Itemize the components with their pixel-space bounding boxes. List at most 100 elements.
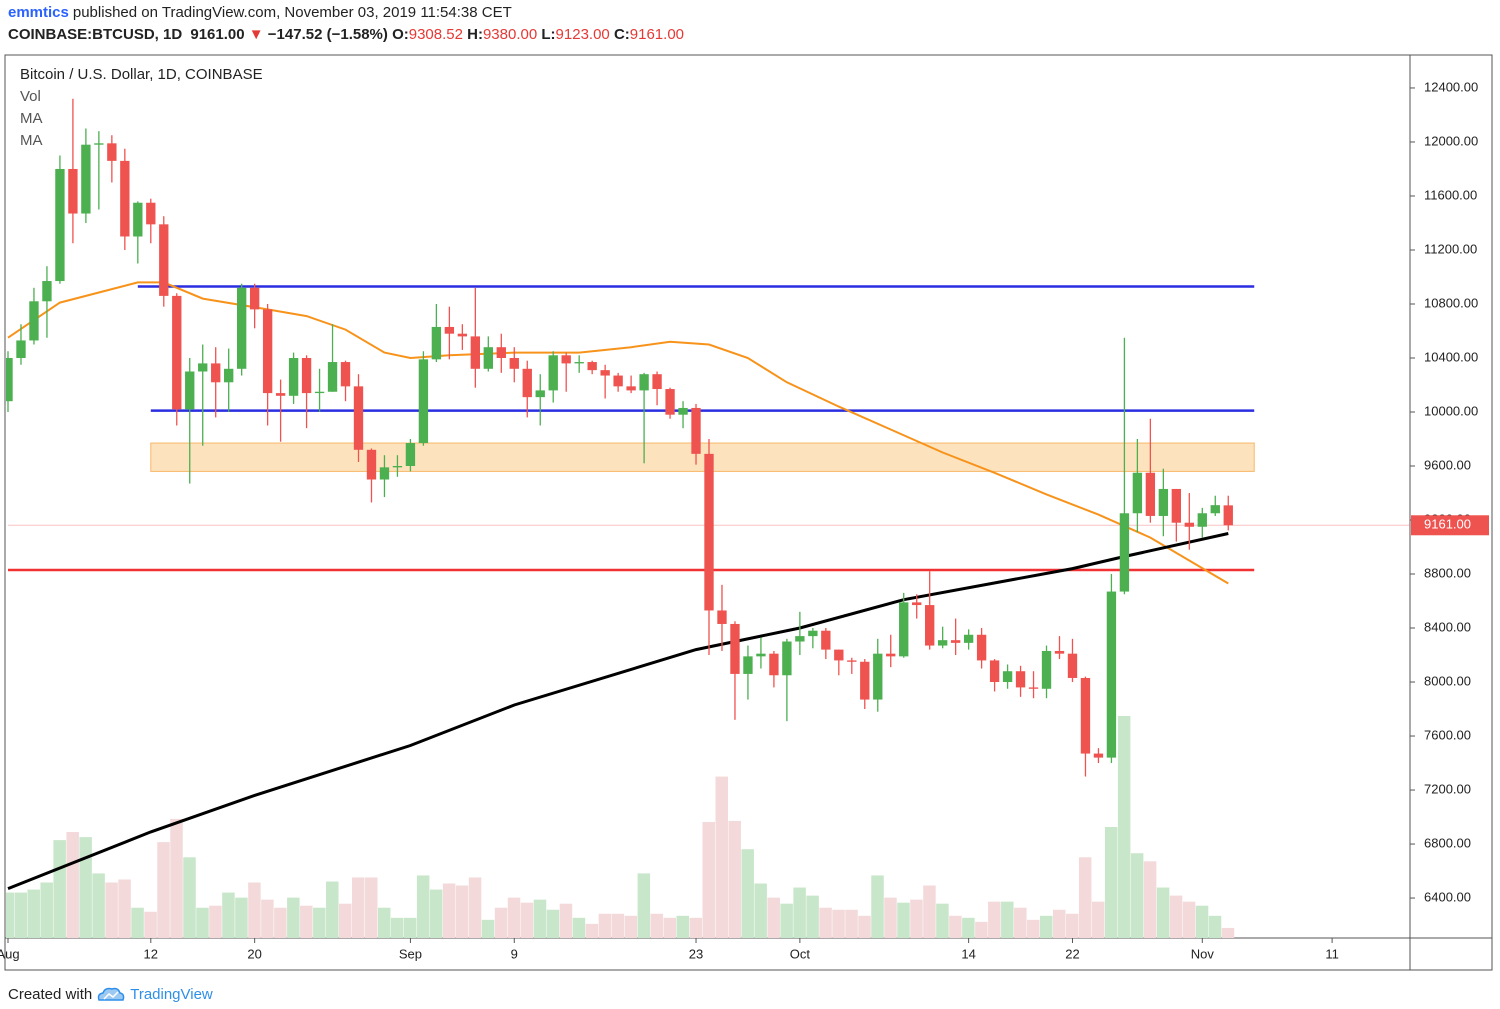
candle-body bbox=[613, 375, 623, 387]
volume-bar bbox=[183, 857, 196, 938]
volume-bar bbox=[780, 903, 793, 938]
volume-bar bbox=[572, 917, 586, 938]
candle-body bbox=[548, 355, 558, 391]
h-value: 9380.00 bbox=[482, 26, 538, 43]
candle-body bbox=[470, 336, 481, 369]
candle-body bbox=[808, 630, 818, 637]
arrow: ▼ bbox=[248, 26, 264, 43]
chart-title: Bitcoin / U.S. Dollar, 1D, COINBASE bbox=[20, 66, 263, 83]
candle-body bbox=[68, 168, 78, 214]
volume-bar bbox=[235, 897, 248, 938]
volume-bar bbox=[533, 899, 547, 938]
x-tick-label: 12 bbox=[144, 946, 158, 961]
volume-bar bbox=[131, 907, 144, 938]
y-tick-label: 11600.00 bbox=[1424, 187, 1477, 202]
volume-bar bbox=[287, 897, 300, 938]
candle-body bbox=[639, 374, 649, 391]
volume-bar bbox=[546, 909, 560, 938]
candle-body bbox=[42, 281, 52, 302]
x-tick-label: Oct bbox=[790, 946, 811, 961]
last-price-box bbox=[1411, 515, 1489, 536]
volume-bar bbox=[364, 877, 378, 938]
volume-bar bbox=[313, 907, 326, 938]
published: published on TradingView.com, November 0… bbox=[72, 4, 512, 21]
volume-bar bbox=[390, 917, 404, 938]
volume-bar bbox=[897, 902, 910, 938]
volume-bar bbox=[741, 849, 754, 938]
volume-bar bbox=[6, 892, 14, 938]
candle-body bbox=[198, 363, 208, 372]
y-tick-label: 9600.00 bbox=[1424, 457, 1471, 472]
volume-bar bbox=[209, 905, 222, 938]
volume-bar bbox=[66, 832, 79, 938]
volume-bar bbox=[1053, 909, 1066, 938]
candle-body bbox=[769, 653, 779, 676]
candle-body bbox=[756, 653, 766, 657]
candle-body bbox=[275, 393, 286, 396]
volume-bar bbox=[715, 776, 728, 938]
volume-bar bbox=[1104, 827, 1118, 938]
volume-bar bbox=[754, 883, 767, 938]
author[interactable]: emmtics bbox=[8, 4, 69, 21]
y-tick-label: 8000.00 bbox=[1424, 673, 1471, 688]
h-label: H: bbox=[467, 26, 483, 43]
x-tick-label: 11 bbox=[1325, 946, 1339, 961]
volume-bar bbox=[884, 897, 897, 938]
volume-bar bbox=[442, 883, 456, 938]
volume-bar bbox=[300, 905, 313, 938]
candle-body bbox=[509, 357, 519, 369]
volume-bar bbox=[92, 873, 105, 938]
candle-body bbox=[249, 287, 260, 310]
volume-bar bbox=[468, 877, 482, 938]
candle-body bbox=[717, 610, 727, 624]
volume-bar bbox=[416, 875, 430, 938]
candle-body bbox=[405, 443, 416, 467]
candle-body bbox=[146, 202, 156, 225]
volume-bar bbox=[1195, 905, 1209, 938]
change: −147.52 (−1.58%) bbox=[267, 26, 388, 43]
candle-body bbox=[976, 634, 987, 661]
o-label: O: bbox=[392, 26, 409, 43]
volume-bar bbox=[481, 919, 495, 938]
candle-body bbox=[16, 340, 26, 358]
candle-body bbox=[301, 357, 312, 394]
volume-bar bbox=[845, 909, 858, 938]
volume-bar bbox=[1130, 853, 1144, 938]
brand[interactable]: TradingView bbox=[130, 985, 213, 1003]
volume-bar bbox=[767, 897, 780, 938]
o-value: 9308.52 bbox=[408, 26, 463, 43]
candle-body bbox=[496, 347, 506, 358]
candle-body bbox=[379, 467, 390, 480]
candle-body bbox=[1054, 650, 1065, 654]
candle-body bbox=[989, 660, 1000, 683]
y-tick-label: 10800.00 bbox=[1424, 295, 1478, 310]
candle-body bbox=[366, 449, 377, 480]
volume-bar bbox=[170, 818, 183, 938]
volume-bar bbox=[326, 881, 339, 938]
volume-bar bbox=[806, 895, 819, 938]
candle-body bbox=[444, 326, 455, 334]
candle-body bbox=[1223, 505, 1233, 526]
y-tick-label: 10000.00 bbox=[1424, 403, 1478, 418]
candle-body bbox=[1184, 522, 1194, 527]
candle-body bbox=[652, 374, 662, 390]
volume-bar bbox=[248, 882, 261, 938]
price: 9161.00 bbox=[190, 26, 245, 43]
volume-bar bbox=[637, 873, 651, 938]
candle-body bbox=[626, 386, 636, 391]
candle-body bbox=[1210, 505, 1220, 514]
candle-body bbox=[55, 168, 65, 282]
candle-body bbox=[224, 368, 234, 383]
volume-bar bbox=[793, 887, 806, 938]
candle-body bbox=[834, 649, 844, 661]
c-value: 9161.00 bbox=[629, 26, 685, 43]
volume-bar bbox=[1156, 887, 1170, 938]
volume-bar bbox=[261, 899, 274, 938]
volume-bar bbox=[1027, 919, 1040, 938]
y-tick-label: 8800.00 bbox=[1424, 565, 1471, 580]
x-tick-label: Sep bbox=[399, 946, 422, 961]
ma-legend: MA bbox=[20, 132, 43, 149]
volume-bar bbox=[728, 820, 741, 938]
